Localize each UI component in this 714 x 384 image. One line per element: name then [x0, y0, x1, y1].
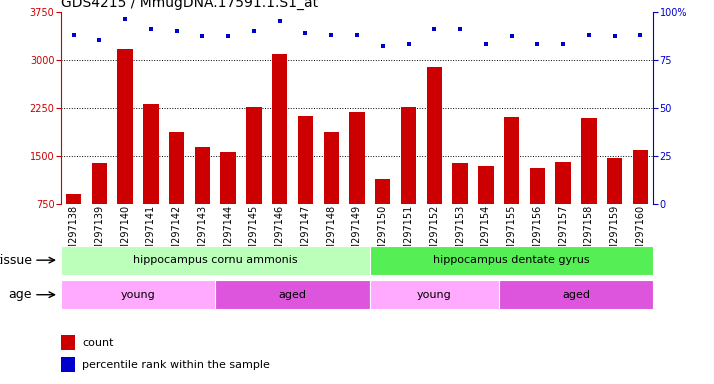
Point	[377, 43, 388, 49]
Bar	[370, 280, 498, 309]
Point	[94, 37, 105, 43]
Bar	[633, 150, 648, 252]
Text: count: count	[82, 338, 114, 348]
Point	[428, 26, 440, 32]
Point	[506, 33, 518, 40]
Bar	[61, 246, 370, 275]
Bar	[530, 168, 545, 252]
Bar	[426, 66, 442, 252]
Bar	[66, 194, 81, 252]
Point	[171, 28, 182, 34]
Bar	[401, 107, 416, 252]
Bar	[169, 132, 184, 252]
Point	[403, 41, 414, 47]
Bar	[216, 280, 370, 309]
Text: young: young	[417, 290, 452, 300]
Bar	[298, 116, 313, 252]
Bar	[581, 118, 597, 252]
Point	[248, 28, 260, 34]
Point	[532, 41, 543, 47]
Text: aged: aged	[278, 290, 306, 300]
Bar	[246, 107, 261, 252]
Bar	[478, 166, 493, 252]
Text: young: young	[121, 290, 156, 300]
Bar	[349, 112, 365, 252]
Point	[635, 31, 646, 38]
Text: GDS4215 / MmugDNA.17591.1.S1_at: GDS4215 / MmugDNA.17591.1.S1_at	[61, 0, 318, 10]
Bar	[272, 55, 288, 252]
Point	[558, 41, 569, 47]
Bar	[323, 132, 339, 252]
Point	[480, 41, 491, 47]
Bar	[117, 49, 133, 252]
Point	[583, 31, 595, 38]
Bar	[504, 117, 519, 252]
Bar	[221, 152, 236, 252]
Bar	[555, 162, 571, 252]
Text: tissue: tissue	[0, 254, 32, 266]
Text: age: age	[9, 288, 32, 301]
Bar	[195, 147, 210, 252]
Text: hippocampus cornu ammonis: hippocampus cornu ammonis	[133, 255, 298, 265]
Point	[274, 18, 286, 24]
Bar	[143, 104, 159, 252]
Bar	[453, 162, 468, 252]
Bar	[61, 357, 75, 372]
Bar	[370, 246, 653, 275]
Bar	[91, 162, 107, 252]
Point	[145, 26, 156, 32]
Point	[300, 30, 311, 36]
Point	[196, 33, 208, 40]
Bar	[61, 280, 216, 309]
Point	[68, 31, 79, 38]
Bar	[498, 280, 653, 309]
Text: hippocampus dentate gyrus: hippocampus dentate gyrus	[433, 255, 590, 265]
Point	[609, 33, 620, 40]
Bar	[375, 179, 391, 252]
Text: aged: aged	[562, 290, 590, 300]
Point	[351, 31, 363, 38]
Bar	[61, 335, 75, 349]
Point	[119, 16, 131, 22]
Text: percentile rank within the sample: percentile rank within the sample	[82, 360, 270, 370]
Point	[223, 33, 234, 40]
Bar	[607, 158, 623, 252]
Point	[326, 31, 337, 38]
Point	[454, 26, 466, 32]
